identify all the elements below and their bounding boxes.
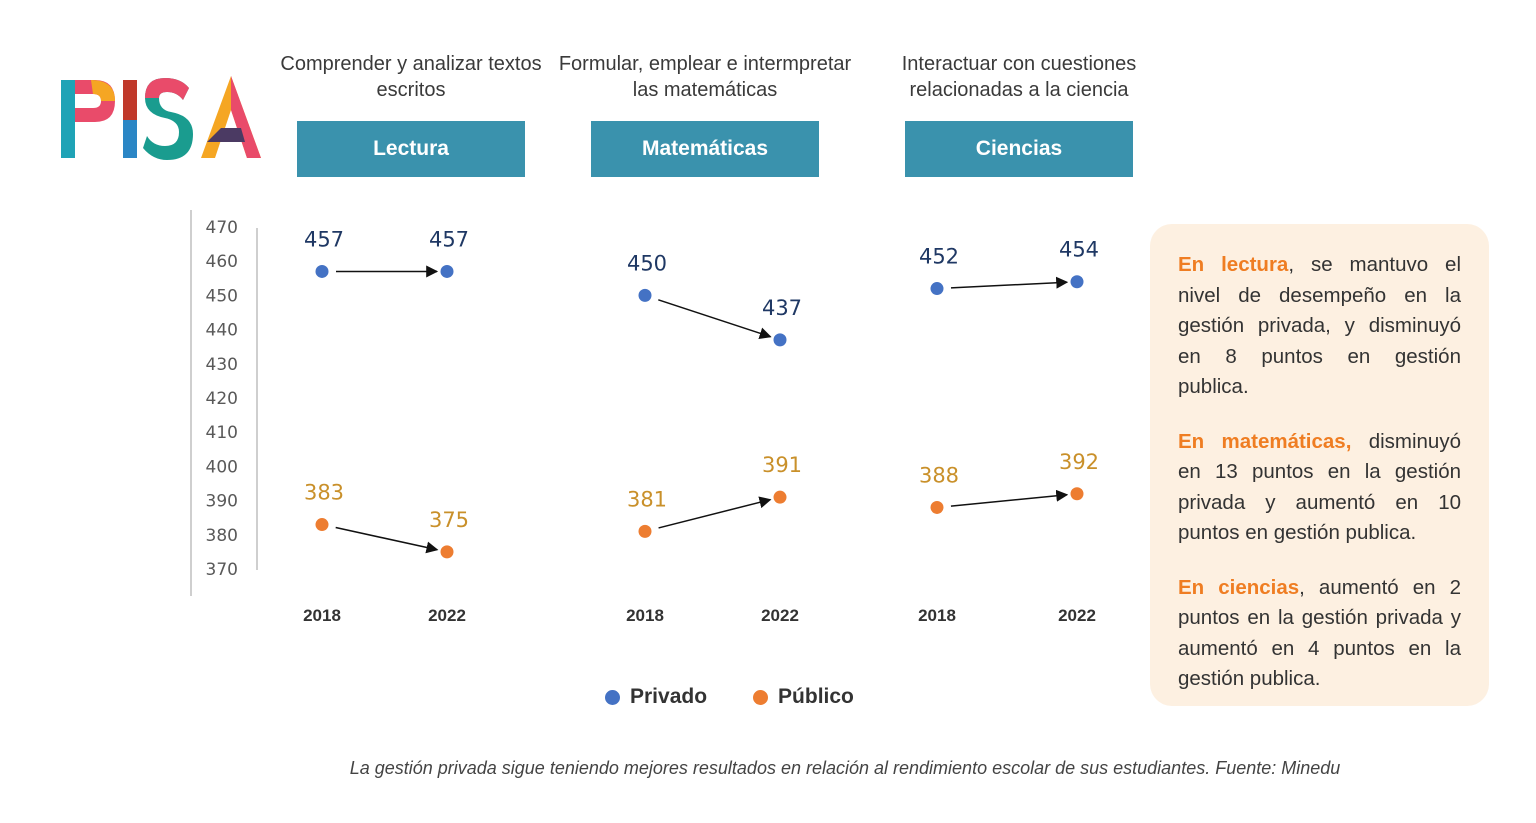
note-matematicas: En matemáticas, disminuyó en 13 puntos e… — [1178, 427, 1461, 549]
note-ciencias-lead: En ciencias — [1178, 575, 1300, 599]
publico-point-2022 — [1070, 487, 1084, 501]
y-tick-label: 440 — [206, 321, 238, 341]
trend-arrow — [950, 489, 1069, 507]
summary-note-box: En lectura, se mantuvo el nivel de desem… — [1150, 224, 1489, 706]
privado-value-label: 452 — [919, 245, 959, 269]
note-lectura: En lectura, se mantuvo el nivel de desem… — [1178, 250, 1461, 403]
legend-dot-publico — [753, 689, 769, 705]
lectura-description: Comprender y analizar textos escritos — [280, 53, 542, 101]
trend-arrow — [658, 299, 772, 340]
privado-point-2022 — [773, 333, 787, 347]
publico-value-label: 383 — [304, 481, 344, 505]
x-tick-label: 2018 — [303, 606, 341, 625]
chart-legend: Privado Público — [605, 685, 890, 709]
x-tick-label: 2018 — [918, 606, 956, 625]
pisa-logo — [61, 76, 261, 160]
publico-value-label: 388 — [919, 463, 959, 487]
legend-item-publico: Público — [753, 685, 854, 709]
note-lectura-lead: En lectura — [1178, 253, 1289, 276]
legend-item-privado: Privado — [605, 685, 707, 709]
y-tick-label: 420 — [206, 389, 238, 409]
y-tick-label: 430 — [206, 355, 238, 375]
legend-label-publico: Público — [778, 685, 854, 708]
privado-value-label: 454 — [1059, 238, 1099, 262]
privado-point-2018 — [315, 264, 329, 278]
note-matematicas-lead: En matemáticas, — [1178, 429, 1352, 453]
legend-label-privado: Privado — [630, 685, 708, 708]
publico-point-2018 — [638, 524, 652, 538]
note-lectura-text: , se mantuvo el nivel de desempeño en la… — [1178, 253, 1462, 398]
privado-value-label: 457 — [429, 227, 469, 251]
matematicas-header: Matemáticas — [591, 121, 819, 177]
y-tick-label: 450 — [206, 286, 238, 306]
note-matematicas-text: disminuyó en 13 puntos en la gestión pri… — [1178, 429, 1461, 545]
y-tick-label: 380 — [206, 526, 238, 546]
privado-point-2018 — [930, 282, 944, 296]
trend-arrow — [658, 496, 772, 529]
publico-value-label: 391 — [762, 453, 802, 477]
figure-caption: La gestión privada sigue teniendo mejore… — [349, 758, 1341, 778]
publico-point-2018 — [315, 518, 329, 532]
privado-value-label: 457 — [304, 227, 344, 251]
privado-point-2022 — [440, 264, 454, 278]
ciencias-description: Interactuar con cuestiones relacionadas … — [901, 53, 1137, 101]
publico-point-2022 — [440, 545, 454, 559]
note-ciencias: En ciencias, aumentó en 2 puntos en la g… — [1178, 573, 1461, 695]
y-tick-label: 460 — [206, 252, 238, 272]
publico-value-label: 381 — [627, 487, 667, 511]
y-tick-label: 390 — [206, 492, 238, 512]
privado-value-label: 437 — [762, 296, 802, 320]
publico-value-label: 392 — [1059, 450, 1099, 474]
trend-arrow — [950, 276, 1069, 289]
x-tick-label: 2018 — [626, 606, 664, 625]
x-tick-label: 2022 — [761, 606, 799, 625]
ciencias-header: Ciencias — [905, 121, 1133, 177]
pisa-scores-chart: 470 460 450 440 430 420 410 400 390 380 370 457 457… — [190, 210, 1099, 625]
publico-point-2022 — [773, 490, 787, 504]
matematicas-description: Formular, emplear e intermpretar las mat… — [558, 53, 852, 101]
x-tick-label: 2022 — [1058, 606, 1096, 625]
trend-arrow — [335, 526, 439, 554]
y-tick-label: 410 — [206, 423, 238, 443]
y-tick-label: 470 — [206, 218, 238, 238]
y-tick-label: 400 — [206, 457, 238, 477]
privado-value-label: 450 — [627, 251, 667, 275]
x-tick-label: 2022 — [428, 606, 466, 625]
publico-value-label: 375 — [429, 508, 469, 532]
legend-dot-privado — [605, 689, 620, 705]
privado-point-2018 — [638, 288, 652, 302]
privado-point-2022 — [1070, 275, 1084, 289]
y-tick-label: 370 — [206, 560, 238, 580]
lectura-header: Lectura — [297, 121, 525, 177]
note-ciencias-text: , aumentó en 2 puntos en la gestión priv… — [1178, 575, 1462, 691]
publico-point-2018 — [930, 500, 944, 514]
